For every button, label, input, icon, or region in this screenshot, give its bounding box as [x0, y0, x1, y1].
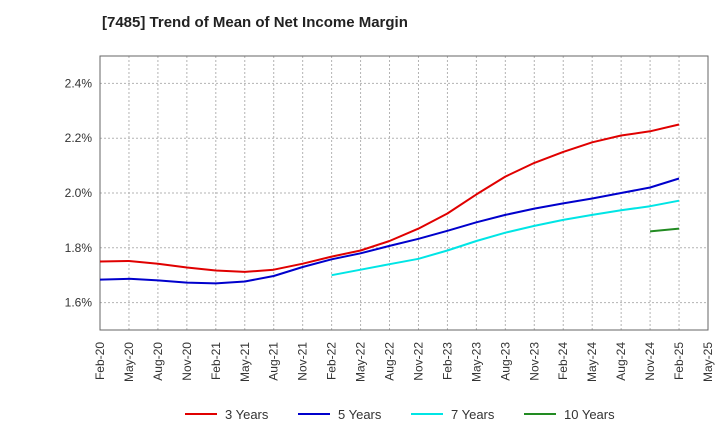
- x-tick-label: Aug-23: [498, 342, 512, 381]
- x-tick-label: Nov-24: [643, 342, 657, 381]
- x-tick-label: Aug-21: [267, 342, 281, 381]
- x-tick-label: Nov-20: [180, 342, 194, 381]
- x-tick-label: May-22: [354, 342, 368, 382]
- series-line-5-years: [99, 177, 680, 285]
- x-tick-label: Feb-23: [440, 342, 454, 380]
- y-tick-label: 2.2%: [65, 131, 93, 145]
- x-tick-label: May-20: [122, 342, 136, 382]
- x-tick-label: Feb-21: [209, 342, 223, 380]
- x-tick-label: May-25: [701, 342, 715, 382]
- legend-label: 7 Years: [451, 407, 495, 422]
- x-tick-label: Feb-22: [325, 342, 339, 380]
- x-tick-label: Aug-24: [614, 342, 628, 381]
- x-tick-label: Feb-20: [93, 342, 107, 380]
- plot-area-frame: [99, 55, 709, 331]
- x-tick-label: May-21: [238, 342, 252, 382]
- x-tick-label: Aug-22: [383, 342, 397, 381]
- x-tick-label: Feb-24: [556, 342, 570, 380]
- x-tick-label: May-24: [585, 342, 599, 382]
- x-tick-label: Nov-23: [527, 342, 541, 381]
- x-tick-label: Nov-21: [296, 342, 310, 381]
- series-line-7-years: [331, 199, 680, 277]
- legend-label: 10 Years: [564, 407, 615, 422]
- legend-label: 5 Years: [338, 407, 382, 422]
- x-tick-label: Aug-20: [151, 342, 165, 381]
- x-tick-label: Feb-25: [672, 342, 686, 380]
- chart-title: [7485] Trend of Mean of Net Income Margi…: [102, 14, 408, 31]
- series-line-3-years: [99, 123, 680, 273]
- x-tick-label: Nov-22: [411, 342, 425, 381]
- y-tick-label: 1.8%: [65, 241, 93, 255]
- y-tick-label: 1.6%: [65, 296, 93, 310]
- y-tick-label: 2.4%: [65, 76, 93, 90]
- legend-label: 3 Years: [225, 407, 269, 422]
- x-tick-label: May-23: [469, 342, 483, 382]
- series-line-10-years: [650, 227, 680, 233]
- y-tick-label: 2.0%: [65, 186, 93, 200]
